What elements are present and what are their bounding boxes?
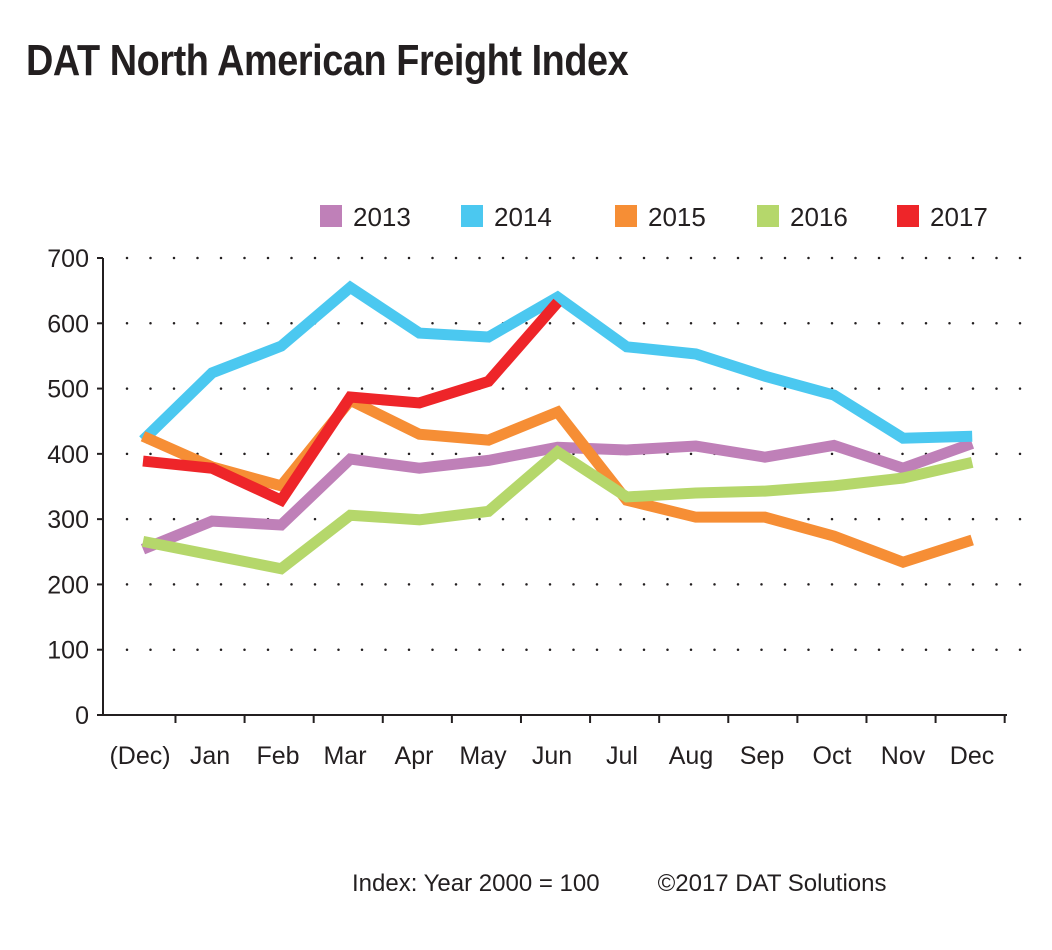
y-tick-label: 700 [47, 245, 89, 273]
series-line-2015 [140, 393, 974, 569]
legend-swatch-2015 [615, 205, 637, 227]
legend-label-2016: 2016 [790, 202, 848, 232]
legend-label-2014: 2014 [494, 202, 552, 232]
legend-label-2013: 2013 [353, 202, 411, 232]
legend-swatch-2013 [320, 205, 342, 227]
x-tick-label: Mar [323, 742, 366, 770]
x-tick-label: May [459, 742, 507, 770]
index-note: Index: Year 2000 = 100 [352, 870, 600, 897]
y-tick-label: 300 [47, 506, 89, 534]
y-tick-label: 600 [47, 310, 89, 338]
series-line-2014 [139, 280, 973, 445]
legend-swatch-2014 [461, 205, 483, 227]
chart-title: DAT North American Freight Index [26, 36, 629, 85]
x-tick-label: (Dec) [109, 742, 170, 770]
legend-swatch-2017 [897, 205, 919, 227]
x-tick-label: Jan [190, 742, 230, 770]
x-tick-label: Oct [813, 742, 852, 770]
series-line-2017 [142, 298, 562, 508]
chart-footer: Index: Year 2000 = 100 ©2017 DAT Solution… [352, 870, 887, 898]
legend-label-2017: 2017 [930, 202, 988, 232]
x-tick-label: Jul [606, 742, 638, 770]
x-tick-label: Dec [950, 742, 994, 770]
y-tick-label: 500 [47, 376, 89, 404]
y-tick-label: 200 [47, 571, 89, 599]
x-tick-label: Aug [669, 742, 713, 770]
y-tick-label: 0 [75, 702, 89, 730]
x-tick-label: Nov [881, 742, 926, 770]
series-line-2016 [141, 445, 974, 575]
x-tick-label: Feb [256, 742, 299, 770]
x-tick-label: Apr [395, 742, 434, 770]
legend-swatch-2016 [757, 205, 779, 227]
x-tick-label: Jun [532, 742, 572, 770]
y-tick-label: 100 [47, 637, 89, 665]
legend-label-2015: 2015 [648, 202, 706, 232]
y-tick-label: 400 [47, 441, 89, 469]
copyright: ©2017 DAT Solutions [657, 870, 887, 897]
x-tick-label: Sep [740, 742, 784, 770]
